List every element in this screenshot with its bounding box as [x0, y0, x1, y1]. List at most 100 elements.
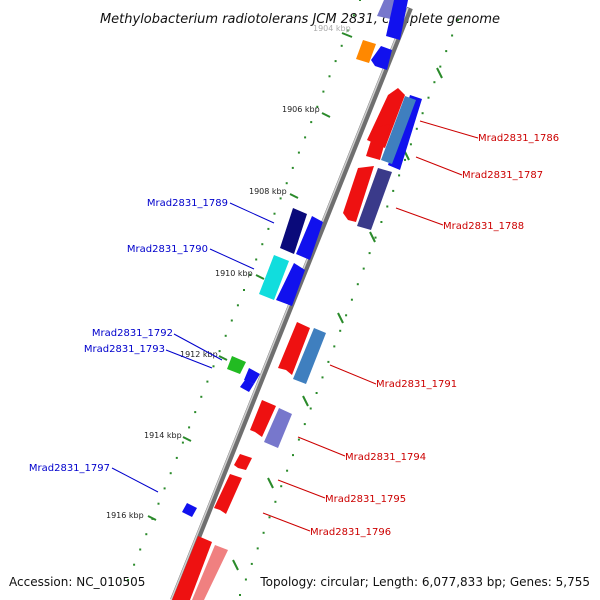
- gene-mrad2831-1790[interactable]: [259, 255, 289, 300]
- outer-ring-dot: [175, 456, 178, 459]
- outer-ring-dot: [273, 212, 276, 215]
- tick-label-1908: 1908 kbp: [249, 187, 287, 196]
- summary-text: Topology: circular; Length: 6,077,833 bp…: [259, 575, 590, 589]
- outer-ring-dot: [206, 380, 209, 383]
- gene-mrad2831-1787[interactable]: [366, 124, 390, 160]
- outer-ring-dot: [249, 273, 252, 276]
- inner-ring-dot: [274, 500, 277, 503]
- inner-ring-dot: [457, 19, 459, 21]
- gene-block[interactable]: [371, 46, 392, 70]
- inner-ring-dot: [262, 531, 265, 534]
- inner-ring-dot: [244, 578, 247, 581]
- outer-ring-dot: [188, 426, 191, 429]
- outer-ring-dot: [169, 472, 172, 475]
- outer-ring-dot: [133, 563, 136, 566]
- outer-ring-dot: [255, 258, 258, 261]
- inner-ring-dot: [286, 469, 289, 472]
- gene-mrad2831-1788[interactable]: [343, 166, 374, 222]
- gene-label-mrad2831-1796[interactable]: Mrad2831_1796: [310, 527, 391, 538]
- tick-1914: [182, 436, 192, 442]
- gene-label-mrad2831-1786[interactable]: Mrad2831_1786: [478, 133, 559, 144]
- tick-label-1910: 1910 kbp: [215, 269, 253, 278]
- inner-ring-dot: [433, 81, 436, 84]
- tick-label-1904: 1904 kbp: [313, 24, 351, 33]
- inner-ring-dot: [280, 485, 283, 488]
- outer-ring-dot: [139, 548, 142, 551]
- tick-marks: 1904 kbp 1906 kbp 1908 kbp 1910 kbp 1912…: [106, 24, 353, 521]
- gene-block[interactable]: [356, 40, 376, 63]
- gene-mrad2831-1792[interactable]: [227, 356, 246, 374]
- outer-ring-dot: [218, 350, 221, 353]
- outer-ring-dot: [224, 334, 227, 337]
- outer-ring-dot: [194, 411, 197, 414]
- inner-ring-dot: [239, 594, 241, 596]
- outer-ring-dot: [310, 121, 313, 124]
- outer-ring-dot: [145, 533, 148, 536]
- outer-ring-dot: [359, 0, 361, 1]
- outer-ring-dot: [200, 395, 203, 398]
- tick-1906: [321, 112, 331, 118]
- gene-label-mrad2831-1788[interactable]: Mrad2831_1788: [443, 221, 524, 232]
- outer-ring-dot: [346, 29, 349, 32]
- outer-ring-dot: [236, 304, 239, 307]
- inner-ring-dot: [362, 267, 365, 270]
- tick-1912: [218, 355, 228, 361]
- reverse-genes: [182, 40, 392, 517]
- inner-ring-dot: [327, 360, 330, 363]
- gene-block[interactable]: [296, 216, 323, 260]
- gene-mrad2831-1794[interactable]: [250, 400, 276, 437]
- inner-ring-dot: [303, 423, 306, 426]
- gene-mrad2831-1795[interactable]: [234, 454, 252, 470]
- inner-ticks: [232, 67, 443, 571]
- gene-block[interactable]: [293, 328, 326, 384]
- tick-label-1912: 1912 kbp: [180, 350, 218, 359]
- inner-ring-dot: [427, 96, 430, 99]
- inner-ring-dot: [345, 314, 348, 317]
- gene-label-mrad2831-1794[interactable]: Mrad2831_1794: [345, 452, 426, 463]
- tick-1904: [341, 32, 353, 38]
- gene-block[interactable]: [240, 380, 254, 392]
- inner-ring-dot: [404, 158, 406, 161]
- outer-ring-dot: [285, 182, 288, 185]
- gene-mrad2831-1789[interactable]: [280, 208, 307, 254]
- gene-mrad2831-1797[interactable]: [182, 503, 197, 517]
- gene-mrad2831-1793[interactable]: [244, 368, 260, 384]
- inner-ring-dot: [445, 50, 448, 53]
- tick-1908: [289, 193, 299, 199]
- inner-ring-dot: [350, 298, 353, 301]
- gene-label-mrad2831-1795[interactable]: Mrad2831_1795: [325, 494, 406, 505]
- inner-ring-dot: [380, 221, 383, 223]
- gene-label-mrad2831-1797[interactable]: Mrad2831_1797: [29, 463, 110, 474]
- inner-ring-dot: [339, 329, 342, 332]
- gene-mrad2831-1791[interactable]: [278, 322, 310, 375]
- accession-text: Accession: NC_010505: [9, 575, 145, 589]
- gene-block[interactable]: [357, 168, 392, 230]
- gene-block[interactable]: [386, 0, 408, 40]
- outer-ring-dot: [334, 60, 337, 63]
- outer-ring-dot: [322, 90, 325, 93]
- gene-block[interactable]: [172, 536, 212, 600]
- inner-ring-dot: [374, 236, 377, 239]
- tick-label-1906: 1906 kbp: [282, 105, 320, 114]
- gene-block[interactable]: [264, 408, 292, 448]
- inner-ring-dot: [315, 392, 318, 394]
- gene-label-mrad2831-1787[interactable]: Mrad2831_1787: [462, 170, 543, 181]
- outer-ring-dot: [291, 166, 294, 169]
- inner-ring-dot: [321, 376, 324, 379]
- gene-mrad2831-1796[interactable]: [214, 474, 242, 514]
- gene-block[interactable]: [192, 545, 228, 600]
- inner-ring-dot: [268, 516, 271, 519]
- inner-ring-dot: [415, 127, 418, 130]
- gene-block[interactable]: [381, 96, 416, 164]
- gene-label-mrad2831-1789[interactable]: Mrad2831_1789: [147, 198, 228, 209]
- inner-ring-dot: [250, 562, 253, 565]
- gene-label-mrad2831-1790[interactable]: Mrad2831_1790: [127, 244, 208, 255]
- outer-ring-dot: [243, 289, 245, 291]
- gene-label-mrad2831-1792[interactable]: Mrad2831_1792: [92, 328, 173, 339]
- inner-ring-dot: [392, 189, 395, 192]
- gene-label-mrad2831-1793[interactable]: Mrad2831_1793: [84, 344, 165, 355]
- outer-ring-dot: [297, 151, 300, 154]
- gene-label-mrad2831-1791[interactable]: Mrad2831_1791: [376, 379, 457, 390]
- gene-block[interactable]: [276, 263, 305, 306]
- inner-ring-dot: [297, 438, 300, 441]
